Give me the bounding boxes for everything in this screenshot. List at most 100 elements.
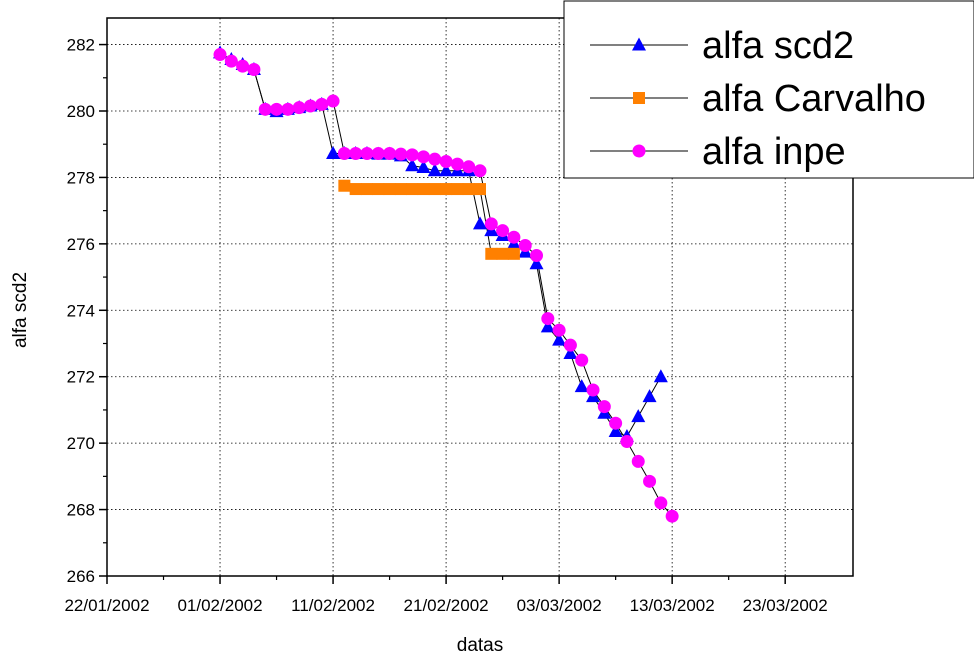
data-point [507,247,520,260]
legend-label: alfa Carvalho [702,78,926,120]
legend-label: alfa inpe [702,131,846,173]
data-point [608,424,623,438]
data-point [529,256,544,270]
data-point [484,217,498,231]
data-point [574,379,589,393]
y-tick-label: 274 [67,301,95,320]
data-point [315,97,329,111]
data-point [575,353,589,367]
data-point [383,183,396,196]
data-point [416,159,431,173]
data-point [540,319,555,333]
data-point [405,158,420,172]
data-point [609,416,623,430]
data-point [654,496,668,510]
legend-box [563,0,974,179]
data-point [394,183,407,196]
data-point [292,101,306,115]
data-point [224,54,238,68]
data-point [552,332,567,346]
data-point [247,62,261,76]
legend-marker [632,144,646,158]
data-point [236,59,250,73]
data-point [665,509,679,523]
data-point [360,183,373,196]
data-point [643,474,657,488]
data-point [631,409,646,423]
grid [107,18,853,576]
data-point [552,323,566,337]
x-tick-label: 11/02/2002 [291,596,375,615]
data-point [473,216,487,230]
plot-frame [106,17,854,577]
x-axis-label: datas [457,635,503,656]
data-point [462,160,476,174]
data-point [394,147,408,161]
data-point [620,434,634,448]
data-point [360,147,374,161]
legend: alfa scd2 alfa Carvalho alfa inpe [563,0,974,179]
data-point [653,369,668,383]
legend-marker [632,37,646,51]
data-point [405,148,419,162]
data-point [417,183,430,196]
data-point [496,224,510,238]
y-tick-label: 276 [67,235,95,254]
data-point [507,230,521,244]
data-point [563,345,578,359]
data-point [642,389,657,403]
y-tick-label: 272 [67,368,95,387]
y-tick-label: 268 [67,501,95,520]
data-point [349,147,363,161]
y-tick-label: 282 [67,36,95,55]
y-axis-label: alfa scd2 [10,272,31,348]
data-point [270,102,284,116]
data-point [450,157,464,171]
x-tick-label: 13/03/2002 [630,596,715,615]
data-point [597,400,611,414]
data-point [427,163,442,177]
data-point [371,147,385,161]
data-point [462,183,475,196]
data-point [326,146,341,160]
data-point [416,150,430,164]
data-point [563,338,577,352]
data-point [474,183,486,196]
data-point [496,247,509,260]
axes: 22/01/2002 01/02/2002 11/02/2002 21/02/2002… [64,36,827,615]
data-point [303,99,317,113]
y-tick-label: 280 [67,102,95,121]
data-point [518,239,532,253]
x-tick-label: 22/01/2002 [64,596,149,615]
data-point [213,48,227,62]
y-tick-label: 270 [67,434,95,453]
data-point [337,147,351,161]
data-point [473,164,487,178]
data-point [326,94,340,108]
legend-marker [633,92,645,104]
data-point [428,183,441,196]
data-point [281,102,295,116]
data-point [440,183,453,196]
x-tick-label: 21/02/2002 [404,596,489,615]
data-point [586,383,600,397]
data-point [258,102,272,116]
data-point [530,248,544,262]
data-point [406,183,419,196]
data-point [349,183,362,196]
series-markers-group [338,179,520,260]
x-tick-label: 23/03/2002 [743,596,828,615]
series-markers [213,45,679,523]
y-tick-label: 266 [67,567,95,586]
data-point [631,454,645,468]
legend-label: alfa scd2 [702,25,854,67]
x-tick-label: 03/03/2002 [517,596,602,615]
data-point [451,183,464,196]
data-point [439,154,453,168]
y-tick-label: 278 [67,168,95,187]
series-markers-group [213,48,679,523]
data-point [338,179,351,192]
data-point [372,183,385,196]
data-point [439,163,454,177]
